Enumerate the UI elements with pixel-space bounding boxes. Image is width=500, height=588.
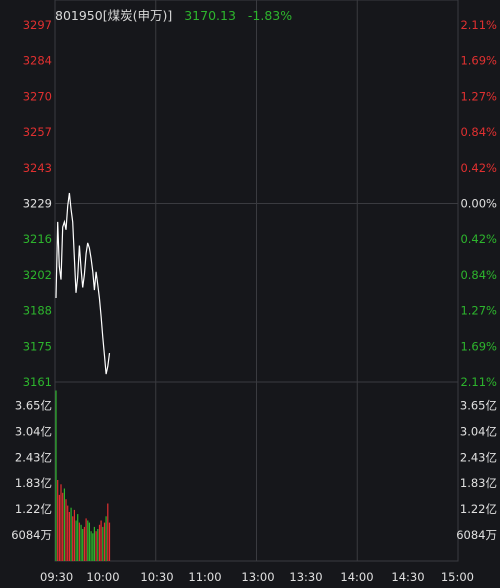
volume-tick-label-right: 6084万 [456, 528, 497, 542]
percent-tick-label: 0.00% [460, 197, 497, 211]
volume-bar [72, 516, 74, 562]
index-change-pct: -1.83% [247, 8, 293, 23]
volume-bar [95, 531, 97, 561]
volume-tick-label-right: 2.43亿 [460, 450, 497, 464]
price-tick-label: 3243 [23, 161, 52, 175]
price-tick-label: 3175 [23, 339, 52, 353]
volume-bar [87, 520, 89, 561]
volume-bar [102, 526, 104, 561]
time-tick-label: 15:00 [441, 570, 474, 584]
time-tick-label: 10:00 [86, 570, 119, 584]
volume-bar [75, 520, 77, 561]
volume-bar [88, 522, 90, 561]
time-tick-label: 11:00 [188, 570, 221, 584]
price-tick-label: 3202 [23, 268, 52, 282]
volume-tick-label-right: 3.04亿 [460, 424, 497, 438]
volume-bar [78, 522, 80, 561]
volume-bar [70, 507, 72, 561]
volume-bar [58, 494, 60, 561]
chart-header: 801950[煤炭(申万)] 3170.13 -1.83% [55, 5, 300, 24]
volume-bar [67, 505, 69, 561]
volume-tick-label-left: 3.65亿 [15, 398, 52, 412]
volume-tick-label-right: 1.22亿 [460, 502, 497, 516]
volume-tick-label-left: 6084万 [11, 528, 52, 542]
price-tick-label: 3188 [23, 304, 52, 318]
volume-tick-label-left: 3.04亿 [15, 424, 52, 438]
percent-tick-label: 2.11% [460, 18, 497, 32]
percent-tick-label: 0.84% [460, 268, 497, 282]
volume-bar [85, 518, 87, 561]
price-tick-label: 3216 [23, 232, 52, 246]
volume-bar [97, 529, 99, 561]
volume-bar [73, 509, 75, 561]
volume-bar [103, 522, 106, 561]
volume-bar [60, 484, 62, 561]
percent-tick-label: 1.69% [460, 54, 497, 68]
volume-bar [55, 390, 57, 561]
price-tick-label: 3270 [23, 89, 52, 103]
volume-bar [82, 529, 84, 561]
volume-bar [57, 480, 59, 561]
percent-tick-label: 0.84% [460, 125, 497, 139]
price-line [55, 192, 111, 375]
price-tick-label: 3284 [23, 54, 52, 68]
time-tick-label: 14:00 [340, 570, 373, 584]
time-tick-label: 13:30 [289, 570, 322, 584]
volume-bar [68, 512, 70, 561]
price-tick-label: 3229 [23, 197, 52, 211]
volume-tick-label-right: 1.83亿 [460, 476, 497, 490]
volume-bar [98, 524, 101, 561]
volume-bar [63, 488, 65, 561]
volume-bar [83, 526, 85, 561]
percent-tick-label: 2.11% [460, 375, 497, 389]
volume-bar [108, 522, 111, 561]
time-tick-label: 13:00 [241, 570, 274, 584]
price-tick-label: 3257 [23, 125, 52, 139]
index-price: 3170.13 [184, 8, 236, 23]
volume-tick-label-left: 1.83亿 [15, 476, 52, 490]
volume-bar [92, 533, 94, 561]
volume-bar [105, 516, 107, 562]
time-tick-label: 09:30 [40, 570, 73, 584]
percent-tick-label: 0.42% [460, 161, 497, 175]
volume-bar [77, 514, 79, 561]
index-code-name: 801950[煤炭(申万)] [55, 8, 173, 23]
volume-bar [90, 531, 92, 561]
volume-bar [93, 526, 95, 561]
time-tick-label: 14:30 [391, 570, 424, 584]
percent-tick-label: 1.27% [460, 89, 497, 103]
percent-tick-label: 0.42% [460, 232, 497, 246]
volume-bar [80, 524, 82, 561]
price-tick-label: 3297 [23, 18, 52, 32]
volume-bar [107, 503, 109, 561]
volume-bar [65, 499, 67, 561]
price-tick-label: 3161 [23, 375, 52, 389]
volume-tick-label-left: 1.22亿 [15, 502, 52, 516]
percent-tick-label: 1.27% [460, 304, 497, 318]
volume-tick-label-right: 3.65亿 [460, 398, 497, 412]
volume-tick-label-left: 2.43亿 [15, 450, 52, 464]
time-tick-label: 10:30 [140, 570, 173, 584]
volume-bar [62, 492, 64, 561]
volume-bar [100, 520, 102, 561]
percent-tick-label: 1.69% [460, 339, 497, 353]
